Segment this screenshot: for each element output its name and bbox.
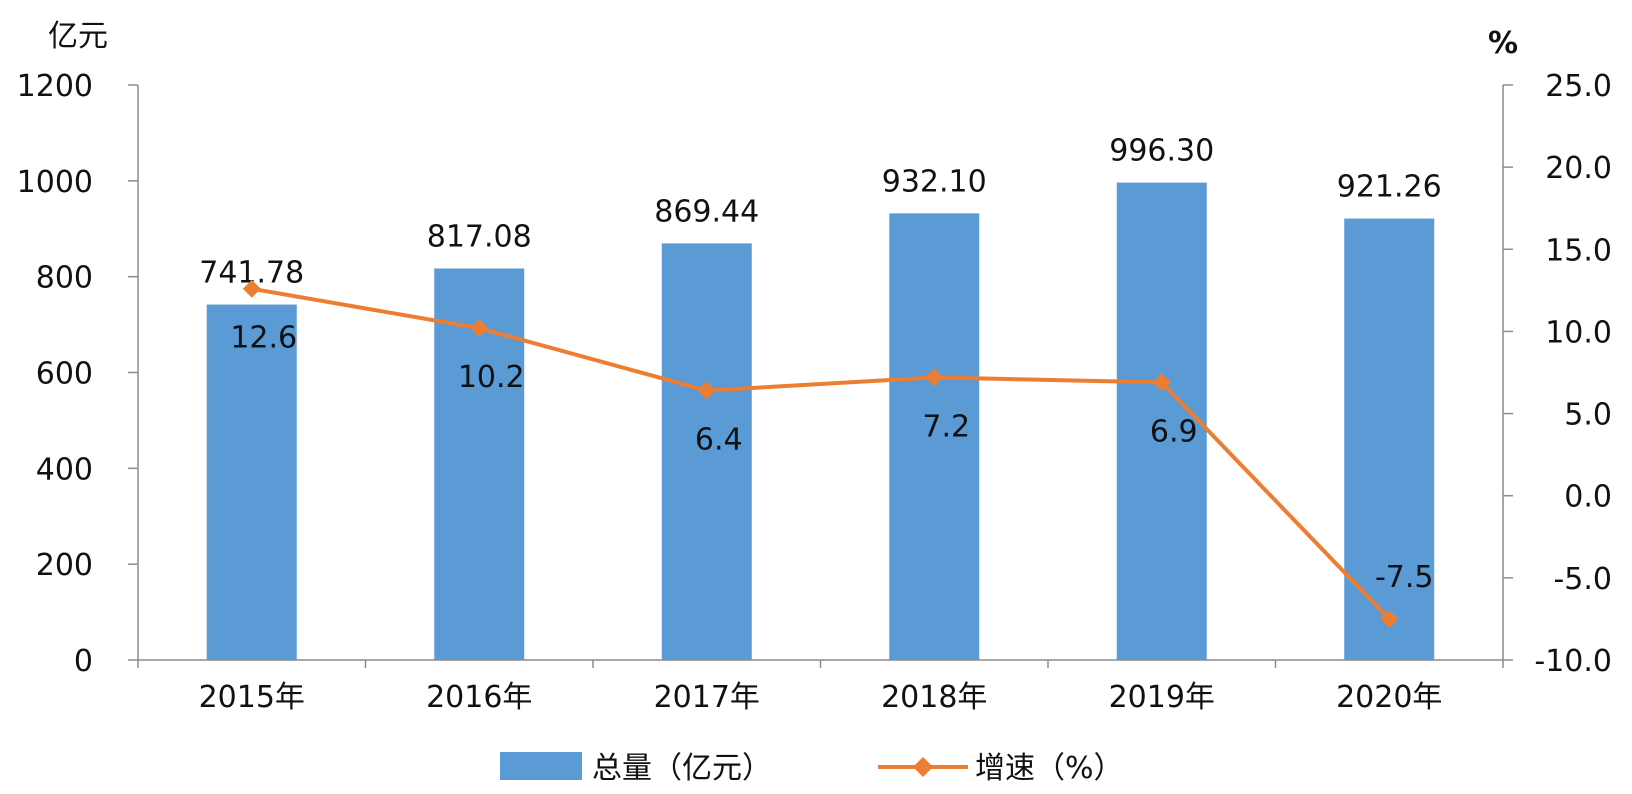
y-right-tick-label: 15.0	[1545, 233, 1612, 268]
line-marker	[1152, 373, 1171, 392]
category-label: 2018年	[881, 680, 987, 715]
line-marker	[242, 279, 261, 298]
y-right-ticks: -10.0 -5.0 0.0 5.0 10.0 15.0 20.0 25.0	[1503, 69, 1612, 679]
y-right-unit: %	[1488, 26, 1518, 61]
line-data-label: 10.2	[458, 360, 525, 395]
y-left-tick-label: 800	[36, 261, 93, 296]
line-series: 12.6 10.2 6.4 7.2 6.9 -7.5	[230, 279, 1434, 628]
bar-data-label: 869.44	[654, 194, 759, 229]
bar-data-label: 996.30	[1109, 134, 1214, 169]
y-left-tick-label: 1200	[17, 69, 93, 104]
y-left-unit: 亿元	[48, 19, 108, 54]
y-left-tick-label: 600	[36, 357, 93, 392]
legend-bar-label: 总量（亿元）	[592, 751, 772, 786]
category-label: 2020年	[1336, 680, 1442, 715]
line-marker	[697, 381, 716, 400]
y-right-tick-label: -5.0	[1553, 562, 1612, 597]
bar-data-label: 932.10	[882, 164, 987, 199]
legend: 总量（亿元） 增速（%）	[500, 751, 1124, 786]
category-labels: 2015年 2016年 2017年 2018年 2019年 2020年	[199, 680, 1443, 715]
category-label: 2017年	[654, 680, 760, 715]
line-data-label: 6.9	[1150, 414, 1198, 449]
line-marker	[925, 368, 944, 387]
axes	[137, 85, 1504, 661]
line-marker	[470, 319, 489, 338]
y-left-tick-label: 0	[74, 644, 93, 679]
bar	[206, 304, 297, 660]
y-right-tick-label: 25.0	[1545, 69, 1612, 104]
y-right-tick-label: 10.0	[1545, 315, 1612, 350]
line-marker	[1380, 609, 1399, 628]
y-left-tick-label: 200	[36, 548, 93, 583]
category-label: 2015年	[199, 680, 305, 715]
bar	[1116, 182, 1207, 660]
line-data-label: 7.2	[922, 409, 970, 444]
y-left-tick-label: 400	[36, 452, 93, 487]
legend-line-label: 增速（%）	[975, 751, 1124, 786]
y-right-tick-label: 0.0	[1564, 480, 1612, 515]
bar	[661, 243, 752, 661]
line-data-label: -7.5	[1375, 560, 1434, 595]
bar-data-label: 817.08	[427, 219, 532, 254]
y-right-tick-label: 20.0	[1545, 151, 1612, 186]
x-ticks	[137, 660, 1504, 668]
growth-line	[251, 286, 1391, 621]
category-label: 2019年	[1109, 680, 1215, 715]
y-right-tick-label: 5.0	[1564, 398, 1612, 433]
legend-bar-swatch	[500, 752, 582, 780]
legend-diamond-icon	[913, 757, 933, 777]
line-data-label: 6.4	[695, 423, 743, 458]
line-data-label: 12.6	[230, 321, 297, 356]
y-left-ticks: 0 200 400 600 800 1000 1200	[17, 69, 138, 679]
y-left-tick-label: 1000	[17, 165, 93, 200]
bar-data-label: 921.26	[1337, 170, 1442, 205]
category-label: 2016年	[426, 680, 532, 715]
y-right-tick-label: -10.0	[1534, 644, 1612, 679]
bar	[889, 213, 980, 660]
